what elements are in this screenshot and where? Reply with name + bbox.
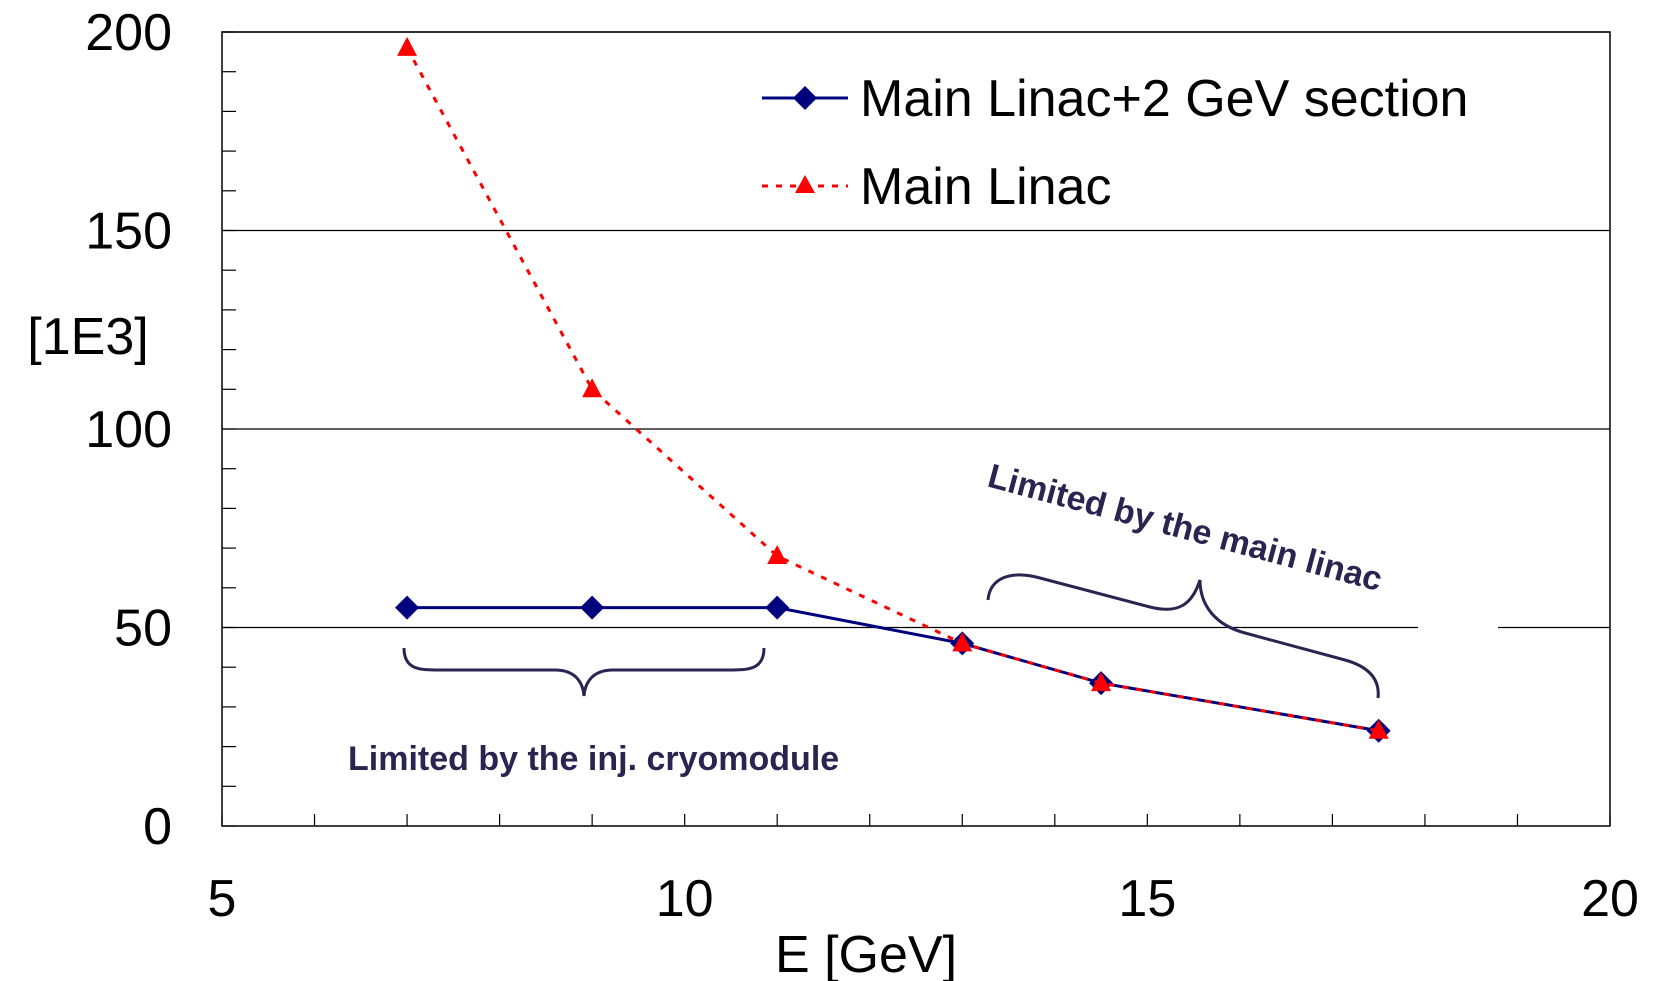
y-tick-label: 50	[114, 600, 172, 658]
annotation-injector-limit: Limited by the inj. cryomodule	[348, 647, 839, 778]
data-point	[582, 378, 603, 398]
legend: Main Linac+2 GeV section Main Linac	[762, 70, 1468, 216]
series-1	[397, 36, 1389, 739]
y-tick-label: 150	[85, 203, 172, 261]
series-line	[407, 606, 1379, 733]
legend-marker-main-linac	[795, 175, 815, 193]
data-point	[1091, 672, 1112, 692]
y-tick-label: 200	[85, 4, 172, 62]
data-point	[395, 595, 420, 620]
y-tick-label: 100	[85, 401, 172, 459]
tick-labels: 0 50 100 150 200 5 10 15 20	[85, 4, 1639, 928]
grid-mask	[1418, 618, 1498, 640]
series-layer	[395, 36, 1391, 743]
series-line	[405, 47, 1379, 733]
legend-label-main-linac-2gev: Main Linac+2 GeV section	[860, 70, 1468, 128]
x-axis-title: E [GeV]	[775, 926, 957, 981]
minor-ticks	[221, 31, 1611, 827]
x-tick-label: 15	[1118, 870, 1176, 928]
x-tick-label: 5	[208, 870, 237, 928]
annotation-injector-label: Limited by the inj. cryomodule	[348, 740, 839, 778]
data-point	[767, 545, 788, 565]
brace-injector	[402, 647, 766, 697]
data-point	[397, 36, 418, 56]
y-tick-label: 0	[143, 798, 172, 856]
y-axis-title: [1E3]	[27, 308, 148, 366]
x-tick-label: 10	[656, 870, 714, 928]
data-point	[580, 595, 605, 620]
data-point	[952, 632, 973, 652]
legend-marker-main-linac-2gev	[793, 86, 817, 110]
legend-label-main-linac: Main Linac	[860, 158, 1111, 216]
data-point	[1368, 719, 1389, 739]
data-point	[765, 595, 790, 620]
annotation-main-linac-limit: Limited by the main linac	[984, 457, 1498, 699]
x-tick-label: 20	[1581, 870, 1639, 928]
brace-main-linac	[986, 573, 1380, 699]
